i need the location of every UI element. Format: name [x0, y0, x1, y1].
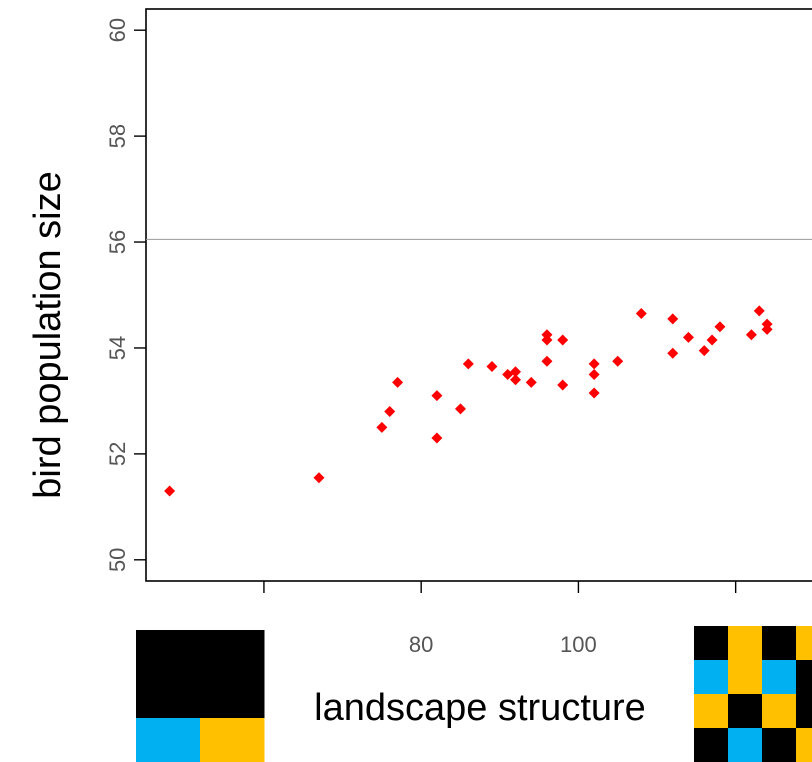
data-point — [431, 390, 443, 402]
data-point — [667, 347, 679, 359]
data-point — [682, 331, 694, 343]
x-tick-label: 100 — [560, 632, 597, 657]
data-point — [541, 355, 553, 367]
data-point — [525, 376, 537, 388]
data-point — [588, 387, 600, 399]
data-point — [376, 421, 388, 433]
data-point — [431, 432, 443, 444]
plot-frame — [145, 8, 812, 582]
plot-area — [145, 8, 812, 582]
high-complexity-landscape-image — [694, 626, 812, 762]
landscape-cell — [136, 718, 201, 762]
landscape-cell — [200, 718, 265, 762]
data-point — [486, 361, 498, 372]
y-tick-label: 54 — [105, 336, 130, 360]
data-point — [706, 334, 718, 346]
data-point — [612, 355, 624, 367]
landscape-cell — [694, 728, 729, 762]
data-point — [384, 406, 396, 418]
landscape-cell — [796, 694, 812, 729]
landscape-cell — [728, 694, 763, 729]
y-tick-label: 58 — [105, 124, 130, 148]
data-point — [588, 358, 600, 370]
data-point — [745, 329, 757, 341]
landscape-cell — [796, 660, 812, 695]
landscape-cell — [728, 660, 763, 695]
y-tick-label: 60 — [105, 18, 130, 42]
x-axis-title: landscape structure — [314, 687, 646, 729]
y-tick-label: 56 — [105, 230, 130, 254]
data-point — [541, 334, 553, 346]
data-point — [635, 308, 647, 320]
landscape-cell — [694, 660, 729, 695]
landscape-cell — [136, 674, 201, 719]
data-point — [557, 379, 569, 391]
data-point — [761, 323, 773, 335]
landscape-cell — [200, 630, 265, 675]
landscape-cell — [796, 626, 812, 661]
landscape-cell — [796, 728, 812, 762]
landscape-cell — [200, 674, 265, 719]
y-tick-label: 52 — [105, 442, 130, 466]
low-complexity-landscape-image — [136, 630, 265, 762]
data-point — [714, 321, 726, 333]
data-point — [698, 345, 710, 357]
data-point — [667, 313, 679, 325]
landscape-cell — [694, 694, 729, 729]
landscape-cell — [762, 728, 797, 762]
landscape-cell — [762, 626, 797, 661]
landscape-cell — [762, 660, 797, 695]
landscape-cell — [728, 728, 763, 762]
data-point — [557, 334, 569, 346]
data-point — [753, 305, 765, 317]
axes: 50 52 54 56 58 60 80 100 — [105, 18, 737, 657]
data-point — [454, 403, 466, 415]
landscape-cell — [762, 694, 797, 729]
data-point — [510, 374, 522, 386]
landscape-cell — [136, 630, 201, 675]
data-point — [313, 472, 325, 484]
landscape-cell — [728, 626, 763, 661]
data-point — [462, 358, 474, 370]
y-tick-label: 50 — [105, 548, 130, 572]
data-point — [510, 366, 522, 378]
data-point — [164, 485, 176, 497]
landscape-cell — [694, 626, 729, 661]
data-point — [588, 368, 600, 380]
x-tick-label: 80 — [409, 632, 433, 657]
data-point — [392, 376, 404, 388]
y-axis-title: bird population size — [27, 171, 69, 498]
